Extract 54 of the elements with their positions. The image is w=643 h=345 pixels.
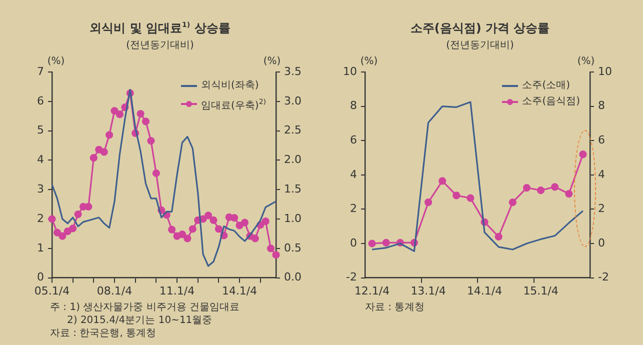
x-tick-label: 14.1/4 — [466, 284, 502, 298]
chart-subtitle: (전년동기대비) — [445, 39, 515, 52]
y2-tick-label: 4 — [598, 168, 605, 181]
text: 주 : 1) 생산자물가중 비주거용 건물임대료 — [50, 301, 240, 314]
y2-tick-label: 0.5 — [284, 241, 302, 254]
x-tick-label: 14.1/4 — [222, 284, 258, 298]
chart-title: 소주(음식점) 가격 상승률 — [409, 20, 551, 37]
y2-tick-label: 3.0 — [284, 94, 302, 108]
x-tick-label: 08.1/4 — [96, 284, 132, 298]
y2-axis-title: (%) — [577, 56, 595, 67]
y2-tick-label: 0 — [598, 236, 605, 250]
chart-title: 외식비 및 임대료$^{1)}$ 상승률 — [88, 20, 232, 37]
legend-label: 외식비(좌축) — [201, 79, 259, 93]
y2-tick-label: 2.0 — [284, 153, 302, 166]
y-tick-label: 8 — [350, 99, 357, 112]
y2-tick-label: 2 — [598, 202, 605, 216]
y2-tick-label: 2.5 — [284, 124, 302, 137]
y-tick-label: -2 — [346, 270, 357, 284]
x-tick-label: 11.1/4 — [159, 284, 195, 298]
y2-tick-label: 1.0 — [284, 212, 302, 225]
y-tick-label: 0 — [37, 270, 44, 284]
y2-tick-label: 10 — [598, 64, 612, 78]
text: 자료 : 통계청 — [365, 301, 425, 314]
x-tick-label: 13.1/4 — [410, 284, 446, 298]
y-tick-label: 6 — [37, 94, 44, 108]
y2-tick-label: -2 — [598, 270, 609, 284]
y2-axis-title: (%) — [263, 56, 281, 67]
y2-tick-label: 8 — [598, 99, 605, 112]
text: 자료 : 한국은행, 통계청 — [50, 327, 158, 340]
y-tick-label: 1 — [37, 241, 44, 254]
legend-label: 임대료(우축)$^{2)}$ — [201, 97, 266, 114]
y-tick-label: 7 — [37, 64, 44, 78]
y2-tick-label: 1.5 — [284, 182, 302, 196]
x-tick-label: 12.1/4 — [354, 284, 390, 298]
y-tick-label: 5 — [37, 124, 44, 137]
x-tick-label: 15.1/4 — [523, 284, 558, 298]
y-axis-title: (%) — [360, 56, 378, 67]
y-tick-label: 2 — [37, 212, 44, 225]
y2-tick-label: 0.0 — [284, 270, 302, 284]
legend-label: 소주(소매) — [522, 79, 570, 93]
text: 2) 2015.4/4분기는 10~11월중 — [66, 314, 214, 327]
y-tick-label: 2 — [350, 202, 357, 216]
legend-label: 소주(음식점) — [522, 95, 580, 109]
y2-tick-label: 6 — [598, 133, 605, 146]
x-tick-label: 05.1/4 — [34, 284, 70, 298]
chart-subtitle: (전년동기대비) — [125, 39, 195, 52]
y2-tick-label: 3.5 — [284, 64, 302, 78]
y-tick-label: 3 — [37, 182, 44, 196]
y-tick-label: 4 — [37, 153, 44, 166]
y-tick-label: 4 — [350, 168, 357, 181]
y-tick-label: 0 — [350, 236, 357, 250]
y-tick-label: 10 — [343, 64, 357, 78]
y-axis-title: (%) — [47, 56, 65, 67]
y-tick-label: 6 — [350, 133, 357, 146]
